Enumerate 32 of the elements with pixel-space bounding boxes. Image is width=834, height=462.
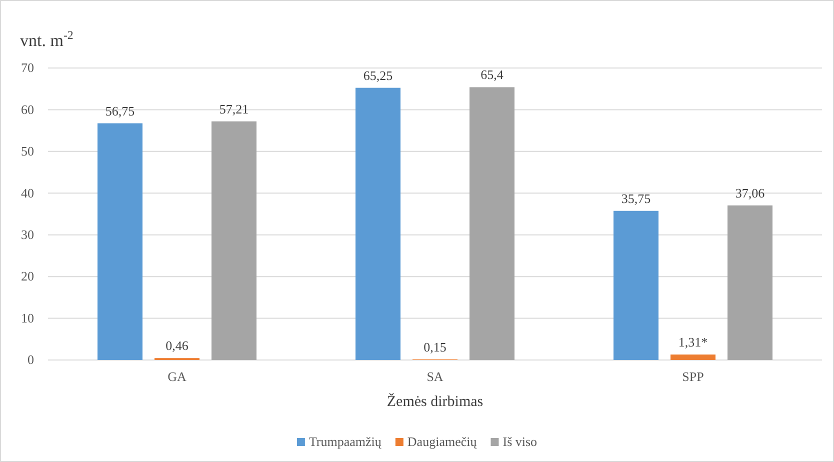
bar xyxy=(614,210,658,360)
data-label: 0,15 xyxy=(424,339,446,354)
data-label: 0,46 xyxy=(166,338,189,354)
x-axis-title: Žemės dirbimas xyxy=(386,393,484,410)
bar xyxy=(356,88,400,360)
data-label: 65,25 xyxy=(363,68,393,83)
x-tick-label: GA xyxy=(168,369,187,384)
y-axis-title: vnt. m$^{-2}$ xyxy=(20,28,74,50)
y-tick-label: 10 xyxy=(21,310,34,326)
legend-label: Trumpaamžių xyxy=(308,434,382,449)
legend-label: Daugiamečių xyxy=(407,434,478,449)
data-label: 1,31* xyxy=(678,334,708,350)
data-label: 56,75 xyxy=(105,103,135,118)
y-tick-label: 0 xyxy=(28,352,34,368)
bar xyxy=(670,354,716,360)
y-tick-label: 70 xyxy=(21,60,34,76)
data-label: 65,4 xyxy=(480,67,504,82)
bar xyxy=(212,121,256,360)
y-tick-label: 50 xyxy=(21,144,34,159)
bar xyxy=(728,205,772,360)
x-tick-label: SPP xyxy=(682,369,704,384)
data-label: 35,75 xyxy=(621,190,651,206)
x-tick-label: SA xyxy=(426,369,444,384)
legend-label: Iš viso xyxy=(502,434,538,449)
y-tick-label: 20 xyxy=(21,268,34,284)
y-tick-label: 30 xyxy=(21,227,34,242)
y-tick-label: 40 xyxy=(21,185,34,200)
y-tick-label: 60 xyxy=(21,102,34,117)
bar xyxy=(98,123,142,360)
bar xyxy=(470,87,514,360)
data-label: 37,06 xyxy=(735,185,766,200)
data-label: 57,21 xyxy=(219,101,249,116)
